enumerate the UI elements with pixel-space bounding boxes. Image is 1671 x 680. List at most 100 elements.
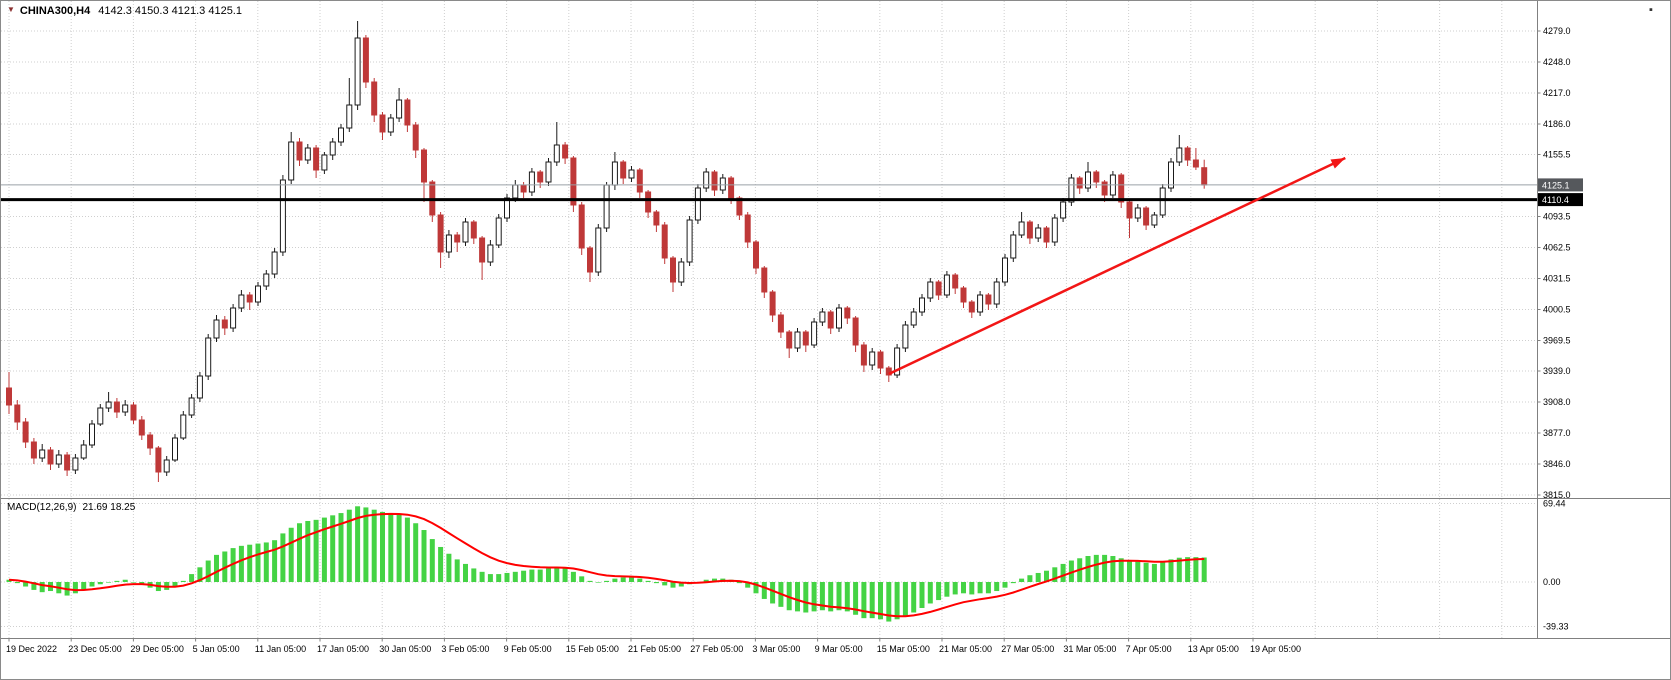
macd-histogram-bar xyxy=(463,563,468,582)
candle-body xyxy=(653,211,660,226)
candle-body xyxy=(1159,187,1166,216)
candle-body xyxy=(562,144,569,159)
candle-body xyxy=(30,441,37,459)
candle-body xyxy=(362,37,369,83)
macd-histogram-bar xyxy=(1118,558,1124,582)
candle-body xyxy=(578,204,585,249)
hline-price-tag xyxy=(1538,193,1583,207)
macd-histogram-bar xyxy=(570,571,576,582)
macd-histogram-bar xyxy=(653,582,659,584)
candle-body xyxy=(943,274,950,296)
candle-body xyxy=(1010,234,1017,259)
candle-body xyxy=(636,169,643,193)
candle-body xyxy=(728,177,735,199)
macd-histogram-bar xyxy=(39,582,45,593)
candle-body xyxy=(122,404,129,413)
price-tick-label: 4000.5 xyxy=(1543,305,1571,315)
macd-histogram-bar xyxy=(288,527,294,582)
candle-body xyxy=(935,281,942,296)
macd-histogram-bar xyxy=(1019,578,1025,582)
candle-body xyxy=(205,337,212,377)
candle-body xyxy=(678,261,685,283)
macd-histogram-bar xyxy=(1068,560,1074,582)
macd-histogram-bar xyxy=(1027,575,1033,582)
macd-histogram-bar xyxy=(297,523,302,582)
price-axis[interactable]: 4279.0 4248.0 4217.0 4186.0 4155.5 4093.5 4062… xyxy=(1537,1,1671,639)
candle-body xyxy=(761,267,768,293)
time-tick-label: 15 Mar 05:00 xyxy=(877,644,930,654)
candles-layer xyxy=(6,21,1208,482)
macd-histogram-bar xyxy=(230,548,236,582)
macd-histogram-bar xyxy=(969,582,975,595)
candle-body xyxy=(553,144,560,163)
macd-histogram-bar xyxy=(479,571,485,582)
candle-body xyxy=(1026,221,1033,239)
macd-histogram-bar xyxy=(1135,561,1141,582)
candle-body xyxy=(1018,221,1025,236)
chart-header: ▼ CHINA300,H4 4142.3 4150.3 4121.3 4125.1 xyxy=(7,5,242,17)
candle-body xyxy=(777,314,784,333)
macd-histogram-bar xyxy=(595,582,601,583)
price-tick-label: 3877.0 xyxy=(1543,428,1571,438)
candle-body xyxy=(454,234,461,243)
price-tick-label: 3815.0 xyxy=(1543,490,1571,500)
macd-histogram-bar xyxy=(404,517,410,582)
candle-body xyxy=(1184,147,1191,161)
macd-histogram-bar xyxy=(745,582,751,588)
candle-body xyxy=(379,114,386,133)
macd-tick-label: -39.33 xyxy=(1543,621,1569,631)
candle-body xyxy=(22,421,29,443)
macd-histogram-bar xyxy=(421,530,427,582)
time-axis[interactable]: 19 Dec 2022 23 Dec 05:00 29 Dec 05:00 5 Jan… xyxy=(1,638,1538,660)
candle-body xyxy=(736,197,743,216)
macd-histogram-bar xyxy=(1110,556,1116,582)
price-tick-label: 4031.5 xyxy=(1543,274,1571,284)
macd-histogram-bar xyxy=(521,570,527,582)
candle-body xyxy=(827,311,834,329)
candle-body xyxy=(246,294,253,303)
candle-body xyxy=(338,127,344,143)
candle-body xyxy=(919,297,925,313)
time-tick-label: 27 Mar 05:00 xyxy=(1001,644,1054,654)
candle-body xyxy=(1060,201,1067,219)
macd-tick-label: 69.44 xyxy=(1543,499,1566,509)
macd-histogram-bar xyxy=(662,582,668,586)
macd-histogram-bar xyxy=(579,576,585,582)
candle-body xyxy=(263,273,270,287)
time-tick-label: 5 Jan 05:00 xyxy=(193,644,240,654)
candle-body xyxy=(694,187,701,221)
macd-histogram-bar xyxy=(487,574,493,582)
candle-body xyxy=(670,257,676,283)
candle-body xyxy=(437,214,444,253)
trend-arrow[interactable] xyxy=(888,156,1346,376)
window-controls-icon[interactable]: ▪ xyxy=(1649,4,1653,16)
macd-histogram-bar xyxy=(180,580,186,582)
candle-body xyxy=(744,214,751,243)
candle-body xyxy=(1002,257,1008,283)
macd-histogram-bar xyxy=(819,582,825,611)
macd-histogram-bar xyxy=(1102,554,1108,582)
candle-body xyxy=(288,141,295,181)
candle-body xyxy=(769,291,776,316)
candle-body xyxy=(55,454,62,465)
symbol-dropdown-icon[interactable]: ▼ xyxy=(7,5,15,14)
candle-body xyxy=(819,311,826,323)
trend-arrow-line[interactable] xyxy=(888,156,1346,376)
candle-body xyxy=(163,459,170,473)
macd-histogram-bar xyxy=(1052,567,1058,582)
candle-body xyxy=(894,347,901,376)
candle-body xyxy=(14,404,21,423)
macd-histogram-bar xyxy=(504,572,510,582)
macd-histogram-bar xyxy=(305,520,311,582)
candle-body xyxy=(977,294,984,313)
macd-histogram-bar xyxy=(761,582,767,599)
macd-histogram-bar xyxy=(911,582,917,613)
macd-histogram-bar xyxy=(919,582,925,608)
macd-histogram-bar xyxy=(936,582,942,601)
candle-body xyxy=(661,224,668,259)
candle-body xyxy=(794,331,801,349)
candle-body xyxy=(97,407,104,425)
macd-histogram-bar xyxy=(537,569,543,582)
candle-body xyxy=(545,161,552,183)
